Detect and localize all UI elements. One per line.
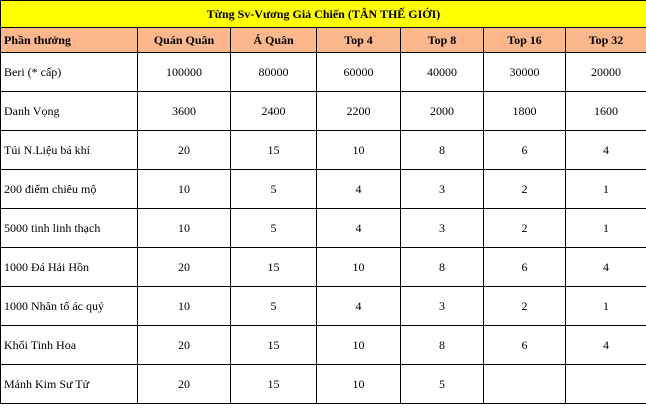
top16-cell: 6 — [483, 247, 566, 287]
top4-cell: 4 — [316, 286, 401, 326]
runner-up-cell: 15 — [230, 247, 317, 287]
top4-cell: 2200 — [316, 91, 401, 131]
reward-name-cell: 5000 tinh linh thạch — [0, 208, 138, 248]
runner-up-cell: 5 — [230, 169, 317, 209]
top32-cell: 1 — [564, 169, 646, 209]
top16-cell — [483, 364, 566, 404]
table-row: Mảnh Kim Sư Tử 20 15 10 5 — [0, 364, 646, 404]
champion-cell: 20 — [137, 130, 231, 170]
top16-cell: 2 — [483, 169, 566, 209]
header-row: Phần thưởng Quán Quân Á Quân Top 4 Top 8… — [0, 27, 646, 53]
top8-cell: 3 — [400, 169, 484, 209]
column-header-runner-up: Á Quân — [230, 27, 317, 53]
champion-cell: 10 — [137, 208, 231, 248]
top32-cell: 1600 — [564, 91, 646, 131]
top32-cell: 4 — [564, 130, 646, 170]
table-row: Danh Vọng 3600 2400 2200 2000 1800 1600 — [0, 91, 646, 131]
table-row: 200 điểm chiêu mộ 10 5 4 3 2 1 — [0, 169, 646, 209]
reward-name-cell: Beri (* cấp) — [0, 52, 138, 92]
top8-cell: 3 — [400, 208, 484, 248]
top8-cell: 8 — [400, 247, 484, 287]
top32-cell: 1 — [564, 208, 646, 248]
reward-name-cell: Khối Tinh Hoa — [0, 325, 138, 365]
champion-cell: 100000 — [137, 52, 231, 92]
top4-cell: 10 — [316, 325, 401, 365]
column-header-champion: Quán Quân — [137, 27, 231, 53]
top4-cell: 60000 — [316, 52, 401, 92]
runner-up-cell: 2400 — [230, 91, 317, 131]
top16-cell: 6 — [483, 325, 566, 365]
reward-table: Từng Sv-Vương Giả Chiến (TÂN THẾ GIỚI) P… — [0, 0, 646, 404]
top16-cell: 30000 — [483, 52, 566, 92]
runner-up-cell: 5 — [230, 208, 317, 248]
reward-name-cell: 1000 Đá Hải Hồn — [0, 247, 138, 287]
table-row: Túi N.Liệu bá khí 20 15 10 8 6 4 — [0, 130, 646, 170]
table-row: Khối Tinh Hoa 20 15 10 8 6 4 — [0, 325, 646, 365]
reward-name-cell: Mảnh Kim Sư Tử — [0, 364, 138, 404]
top4-cell: 10 — [316, 364, 401, 404]
column-header-top16: Top 16 — [483, 27, 566, 53]
champion-cell: 10 — [137, 286, 231, 326]
table-row: 1000 Nhân tố ác quỷ 10 5 4 3 2 1 — [0, 286, 646, 326]
column-header-top4: Top 4 — [316, 27, 401, 53]
top8-cell: 5 — [400, 364, 484, 404]
top8-cell: 40000 — [400, 52, 484, 92]
top8-cell: 2000 — [400, 91, 484, 131]
top8-cell: 8 — [400, 130, 484, 170]
top4-cell: 4 — [316, 208, 401, 248]
runner-up-cell: 15 — [230, 325, 317, 365]
column-header-reward: Phần thưởng — [0, 27, 138, 53]
top32-cell: 4 — [564, 325, 646, 365]
title-row: Từng Sv-Vương Giả Chiến (TÂN THẾ GIỚI) — [0, 0, 646, 28]
top16-cell: 6 — [483, 130, 566, 170]
column-header-top8: Top 8 — [400, 27, 484, 53]
top32-cell: 20000 — [564, 52, 646, 92]
runner-up-cell: 80000 — [230, 52, 317, 92]
table-row: Beri (* cấp) 100000 80000 60000 40000 30000 20… — [0, 52, 646, 92]
reward-name-cell: 200 điểm chiêu mộ — [0, 169, 138, 209]
champion-cell: 3600 — [137, 91, 231, 131]
runner-up-cell: 15 — [230, 364, 317, 404]
reward-name-cell: Danh Vọng — [0, 91, 138, 131]
column-header-top32: Top 32 — [564, 27, 646, 53]
reward-name-cell: Túi N.Liệu bá khí — [0, 130, 138, 170]
table-row: 5000 tinh linh thạch 10 5 4 3 2 1 — [0, 208, 646, 248]
top4-cell: 4 — [316, 169, 401, 209]
runner-up-cell: 5 — [230, 286, 317, 326]
top32-cell — [564, 364, 646, 404]
table-row: 1000 Đá Hải Hồn 20 15 10 8 6 4 — [0, 247, 646, 287]
top32-cell: 1 — [564, 286, 646, 326]
top16-cell: 2 — [483, 208, 566, 248]
champion-cell: 20 — [137, 364, 231, 404]
champion-cell: 10 — [137, 169, 231, 209]
runner-up-cell: 15 — [230, 130, 317, 170]
reward-name-cell: 1000 Nhân tố ác quỷ — [0, 286, 138, 326]
top4-cell: 10 — [316, 247, 401, 287]
champion-cell: 20 — [137, 325, 231, 365]
top8-cell: 3 — [400, 286, 484, 326]
top16-cell: 1800 — [483, 91, 566, 131]
top16-cell: 2 — [483, 286, 566, 326]
champion-cell: 20 — [137, 247, 231, 287]
top4-cell: 10 — [316, 130, 401, 170]
top8-cell: 8 — [400, 325, 484, 365]
table-title: Từng Sv-Vương Giả Chiến (TÂN THẾ GIỚI) — [0, 0, 646, 28]
top32-cell: 4 — [564, 247, 646, 287]
